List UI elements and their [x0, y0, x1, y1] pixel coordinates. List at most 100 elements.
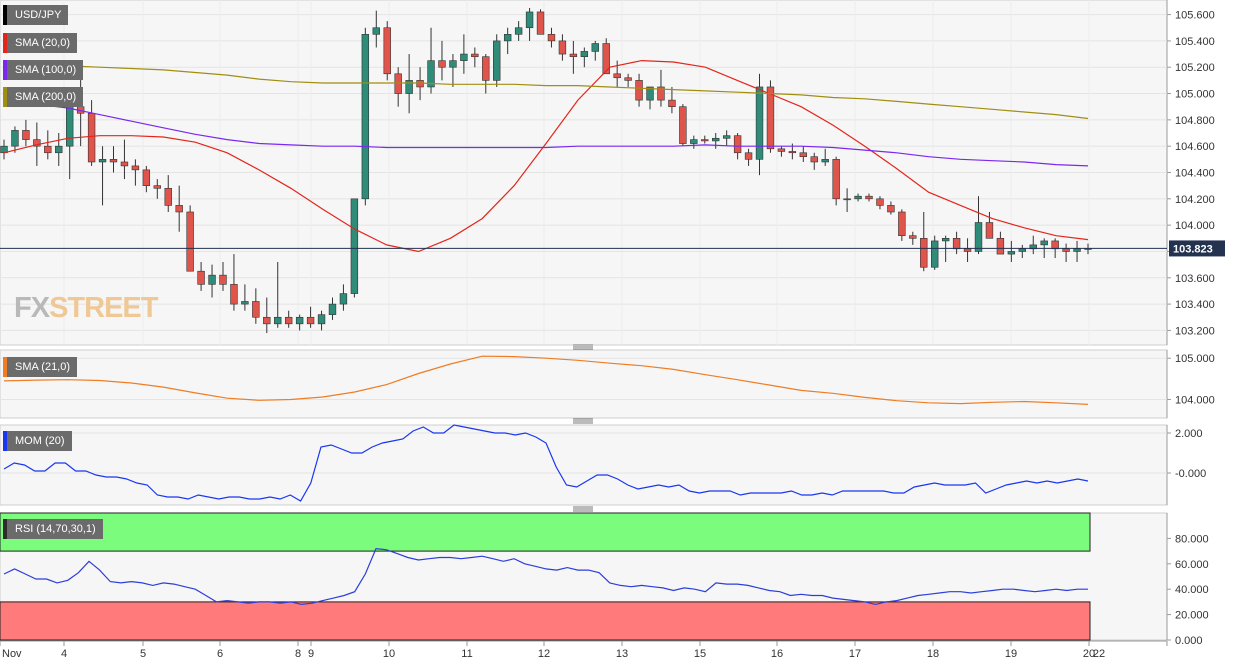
rsi-line [3, 547, 1088, 606]
candle-body [33, 139, 41, 147]
candle-body [449, 60, 457, 68]
candle-body [865, 195, 873, 200]
legend-sma21[interactable]: SMA (21,0) [3, 357, 78, 377]
candle-body [777, 148, 786, 152]
x-tick-label: 13 [616, 648, 628, 660]
oversold-band [0, 601, 1091, 641]
panel-splitters[interactable] [573, 344, 593, 512]
candle-body [657, 86, 665, 101]
candle-body [898, 211, 906, 236]
x-tick-label: 20 [1083, 648, 1095, 660]
candle-body [44, 145, 52, 154]
fxstreet-logo: FXSTREET [14, 292, 158, 325]
x-tick-label: 5 [140, 648, 146, 660]
candle-body [208, 274, 216, 285]
x-tick-label: 16 [771, 648, 783, 660]
candle-body [744, 152, 753, 160]
legend-sma200[interactable]: SMA (200,0) [3, 87, 84, 107]
candle-body [733, 135, 742, 154]
candle-body [361, 34, 370, 200]
candle-body [952, 238, 961, 250]
y-tick-label: 104.000 [1175, 220, 1215, 232]
candle-body [931, 240, 939, 268]
sma20-line [3, 59, 1089, 253]
sma200-line [3, 65, 1089, 120]
y-tick-label: 103.600 [1175, 273, 1215, 285]
x-tick-label: 18 [927, 648, 939, 660]
candle-body [306, 316, 315, 325]
candle-body [821, 159, 829, 163]
legend-sma20[interactable]: SMA (20,0) [3, 33, 78, 53]
candle-body [98, 159, 107, 163]
candle-body [799, 152, 808, 158]
y-tick-label: -0.000 [1175, 468, 1206, 480]
y-tick-label: 80.000 [1175, 533, 1209, 545]
legend-mom[interactable]: MOM (20) [3, 431, 72, 451]
candle-body [569, 53, 578, 57]
x-tick-label: 6 [217, 648, 223, 660]
panel-background [0, 349, 1168, 419]
legend-sma100[interactable]: SMA (100,0) [3, 60, 84, 80]
candle-body [394, 73, 402, 94]
candle-body [186, 211, 194, 272]
candle-body [120, 161, 129, 167]
candle-body [284, 316, 293, 325]
candle-body [635, 80, 643, 101]
candle-body [668, 99, 676, 108]
x-tick-label: 12 [538, 648, 550, 660]
legend-rsi[interactable]: RSI (14,70,30,1) [3, 519, 103, 539]
candle-body [788, 151, 797, 154]
candle-body [810, 156, 818, 163]
candle-body [493, 40, 501, 81]
candle-body [263, 316, 271, 325]
candle-body [624, 77, 632, 81]
candle-body [701, 139, 709, 142]
y-tick-label: 105.400 [1175, 36, 1215, 48]
momentum-panel: 2.000 -0.000 [0, 424, 1206, 506]
y-tick-label: 104.400 [1175, 168, 1215, 180]
candle-body [230, 284, 238, 305]
candle-body [438, 60, 446, 68]
candle-body [602, 43, 610, 75]
candle-body [525, 11, 534, 29]
y-tick-label: 105.200 [1175, 62, 1215, 74]
candle-body [887, 205, 895, 213]
panel-background [0, 424, 1168, 506]
panel-resize-handle[interactable] [573, 418, 593, 424]
candle-body [11, 130, 19, 147]
candle-body [109, 159, 118, 163]
candle-body [613, 73, 621, 79]
current-price-badge [1169, 240, 1225, 257]
y-tick-label: 104.800 [1175, 115, 1215, 127]
candle-body [985, 222, 994, 239]
panel-resize-handle[interactable] [573, 506, 593, 512]
x-tick-label: 17 [849, 648, 861, 660]
candle-body [580, 51, 589, 57]
candle-body [405, 80, 413, 94]
candle-body [383, 27, 391, 75]
candle-body [460, 53, 468, 61]
candle-body [219, 274, 227, 285]
candle-body [766, 86, 775, 150]
candle-body [55, 145, 63, 154]
x-tick-label: Nov [2, 648, 22, 660]
candle-body [295, 316, 304, 325]
candle-body [920, 238, 928, 268]
candle-body [679, 106, 687, 144]
candle-body [591, 43, 599, 52]
y-tick-label: 103.200 [1175, 325, 1215, 337]
legend-usdjpy[interactable]: USD/JPY [3, 5, 69, 25]
candle-body [843, 198, 851, 201]
panel-resize-handle[interactable] [573, 344, 593, 350]
candle-body [142, 169, 151, 186]
current-price-label: 103.823 [1173, 243, 1213, 255]
main-price-panel: 105.600 105.400 105.200 105.000 104.800 104.6… [0, 0, 1225, 346]
candle-body [514, 27, 523, 35]
sma21-line [3, 355, 1089, 405]
y-tick-label: 105.000 [1175, 89, 1215, 101]
candle-body [175, 205, 183, 213]
y-tick-label: 103.400 [1175, 299, 1215, 311]
candle-body [131, 165, 140, 171]
